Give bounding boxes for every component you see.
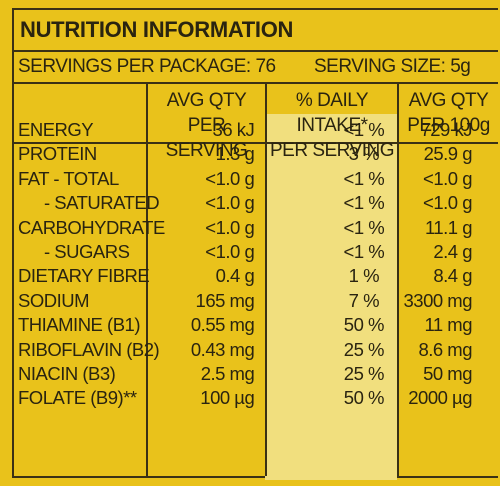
per-serving-value: 1.3 g (215, 143, 255, 165)
nutrition-panel: NUTRITION INFORMATION SERVINGS PER PACKA… (12, 8, 498, 480)
per-serving-value: <1.0 g (205, 241, 255, 263)
per-serving-value: <1.0 g (205, 167, 255, 189)
per-serving-value: <1.0 g (205, 216, 255, 238)
per-serving-value: 100 µg (200, 387, 255, 409)
table-row: FAT - TOTAL <1.0 g <1 % <1.0 g (14, 167, 498, 191)
table-row: - SUGARS <1.0 g <1 % 2.4 g (14, 240, 498, 264)
table-row: SODIUM 165 mg 7 % 3300 mg (14, 289, 498, 313)
nutrient-name: NIACIN (B3) (18, 363, 116, 385)
daily-intake-value: <1 % (343, 216, 385, 238)
nutrient-name: - SATURATED (44, 192, 160, 214)
per-100g-value: 2.4 g (433, 241, 472, 263)
daily-intake-value: 3 % (348, 143, 380, 165)
per-serving-value: 0.4 g (215, 265, 255, 287)
daily-intake-value: <1 % (343, 167, 385, 189)
daily-intake-value: 1 % (348, 265, 380, 287)
nutrient-table: ENERGY 36 kJ <1 % 729 kJ PROTEIN 1.3 g 3 % 25.9… (14, 118, 498, 411)
table-row: RIBOFLAVIN (B2) 0.43 mg 25 % 8.6 mg (14, 338, 498, 362)
per-100g-value: 11.1 g (424, 216, 473, 238)
header-per-100g: AVG QTY PER 100g (407, 90, 490, 136)
table-row: THIAMINE (B1) 0.55 mg 50 % 11 mg (14, 313, 498, 337)
header-daily-intake: % DAILY INTAKE* PER SERVING (269, 90, 395, 161)
table-row: CARBOHYDRATE <1.0 g <1 % 11.1 g (14, 216, 498, 240)
per-serving-value: 0.55 mg (190, 314, 255, 336)
per-100g-value: 8.6 mg (418, 338, 472, 360)
daily-intake-value: 50 % (343, 387, 385, 409)
column-divider (397, 82, 399, 476)
daily-intake-value: 25 % (343, 338, 385, 360)
table-row: DIETARY FIBRE 0.4 g 1 % 8.4 g (14, 264, 498, 288)
per-serving-value: 165 mg (195, 289, 255, 311)
per-100g-value: 729 kJ (420, 119, 472, 140)
nutrient-name: PROTEIN (18, 143, 97, 165)
nutrient-name: RIBOFLAVIN (B2) (18, 338, 160, 360)
table-row: PROTEIN 1.3 g 3 % 25.9 g (14, 142, 498, 166)
nutrient-name: ENERGY (18, 119, 94, 140)
header-per-serving: AVG QTY PER SERVING (165, 90, 248, 161)
daily-intake-value: 50 % (343, 314, 385, 336)
per-100g-value: 25.9 g (423, 143, 473, 165)
panel-title: NUTRITION INFORMATION (14, 10, 498, 52)
daily-intake-column-shade (265, 114, 397, 480)
per-serving-value: 0.43 mg (190, 338, 255, 360)
nutrient-name: CARBOHYDRATE (18, 216, 165, 238)
servings-row: SERVINGS PER PACKAGE: 76 SERVING SIZE: 5… (14, 52, 498, 84)
serving-size: SERVING SIZE: 5g (314, 56, 471, 77)
nutrient-name: FOLATE (B9)** (18, 387, 137, 409)
nutrient-name: THIAMINE (B1) (18, 314, 140, 336)
table-row: - SATURATED <1.0 g <1 % <1.0 g (14, 191, 498, 215)
per-serving-value: 2.5 mg (200, 363, 255, 385)
servings-per-package: SERVINGS PER PACKAGE: 76 (18, 56, 276, 77)
table-row: NIACIN (B3) 2.5 mg 25 % 50 mg (14, 362, 498, 386)
daily-intake-value: <1 % (343, 119, 385, 140)
column-divider (146, 82, 148, 476)
per-100g-value: 3300 mg (403, 289, 473, 311)
nutrient-name: - SUGARS (44, 241, 130, 263)
daily-intake-value: <1 % (343, 192, 385, 214)
daily-intake-value: <1 % (343, 241, 385, 263)
nutrient-name: DIETARY FIBRE (18, 265, 150, 287)
column-divider (265, 82, 267, 476)
daily-intake-value: 25 % (343, 363, 385, 385)
nutrient-name: FAT - TOTAL (18, 167, 119, 189)
per-serving-value: 36 kJ (212, 119, 255, 140)
per-100g-value: 50 mg (423, 363, 472, 385)
per-100g-value: <1.0 g (423, 167, 472, 189)
column-headers: AVG QTY PER SERVING % DAILY INTAKE* PER … (14, 84, 498, 161)
daily-intake-value: 7 % (348, 289, 380, 311)
nutrient-name: SODIUM (18, 289, 89, 311)
per-serving-value: <1.0 g (205, 192, 255, 214)
per-100g-value: 2000 µg (408, 387, 472, 409)
per-100g-value: <1.0 g (423, 192, 472, 214)
table-row: FOLATE (B9)** 100 µg 50 % 2000 µg (14, 386, 498, 410)
per-100g-value: 8.4 g (433, 265, 472, 287)
per-100g-value: 11 mg (424, 314, 472, 336)
table-row: ENERGY 36 kJ <1 % 729 kJ (14, 118, 498, 142)
